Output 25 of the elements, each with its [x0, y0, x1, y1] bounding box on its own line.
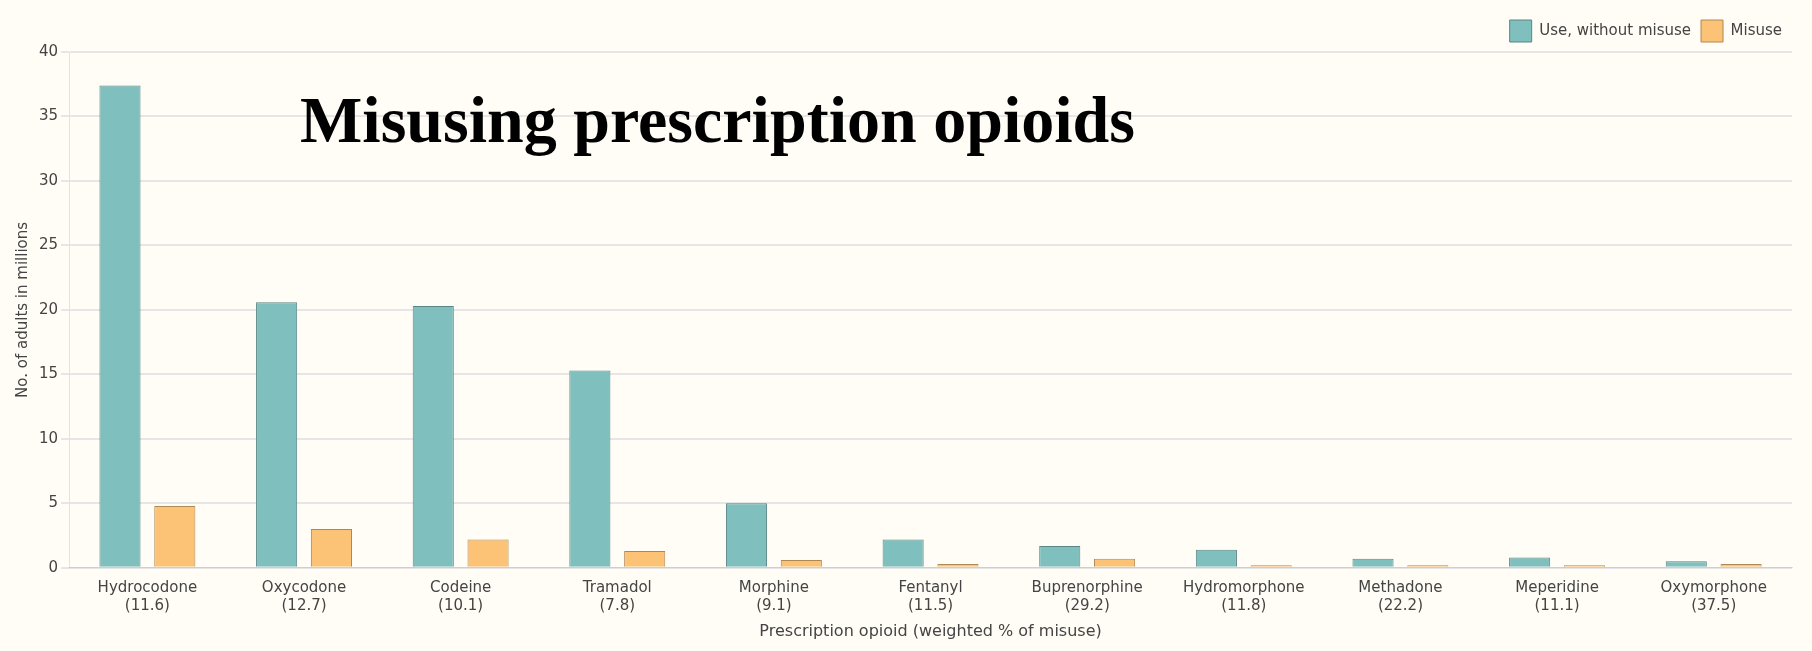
x-tick-label: Hydromorphone (11.8)	[1183, 577, 1305, 614]
text: Misusing prescription opioids	[300, 82, 1135, 158]
x-axis-title: Prescription opioid (weighted % of misuse)	[759, 620, 1102, 640]
x-tick-label: Codeine (10.1)	[430, 577, 492, 614]
y-tick-label: 25	[38, 235, 59, 254]
y-tick-label: 10	[38, 428, 59, 447]
x-tick-label: Morphine (9.1)	[738, 577, 810, 614]
y-tick-label: 30	[38, 170, 59, 189]
x-tick-label: Oxymorphone (37.5)	[1660, 577, 1767, 614]
y-tick-label: 35	[38, 106, 59, 125]
legend-label: Use, without misuse	[1539, 20, 1692, 39]
y-tick-label: 15	[38, 364, 59, 383]
y-tick-label: 40	[38, 41, 59, 60]
y-tick-label: 5	[48, 493, 59, 512]
x-tick-label: Buprenorphine (29.2)	[1031, 577, 1143, 614]
y-axis-title: No. of adults in millions	[12, 221, 31, 398]
x-tick-label: Oxycodone (12.7)	[261, 577, 347, 614]
x-tick-label: Methadone (22.2)	[1358, 577, 1443, 614]
y-tick-label: 0	[48, 557, 59, 576]
x-tick-label: Meperidine (11.1)	[1515, 577, 1599, 614]
legend-label: Misuse	[1730, 20, 1783, 39]
x-tick-label: Tramadol (7.8)	[581, 577, 652, 614]
x-tick-label: Hydrocodone (11.6)	[97, 577, 198, 614]
y-tick-label: 20	[38, 299, 59, 318]
x-tick-label: Fentanyl (11.5)	[898, 577, 963, 614]
